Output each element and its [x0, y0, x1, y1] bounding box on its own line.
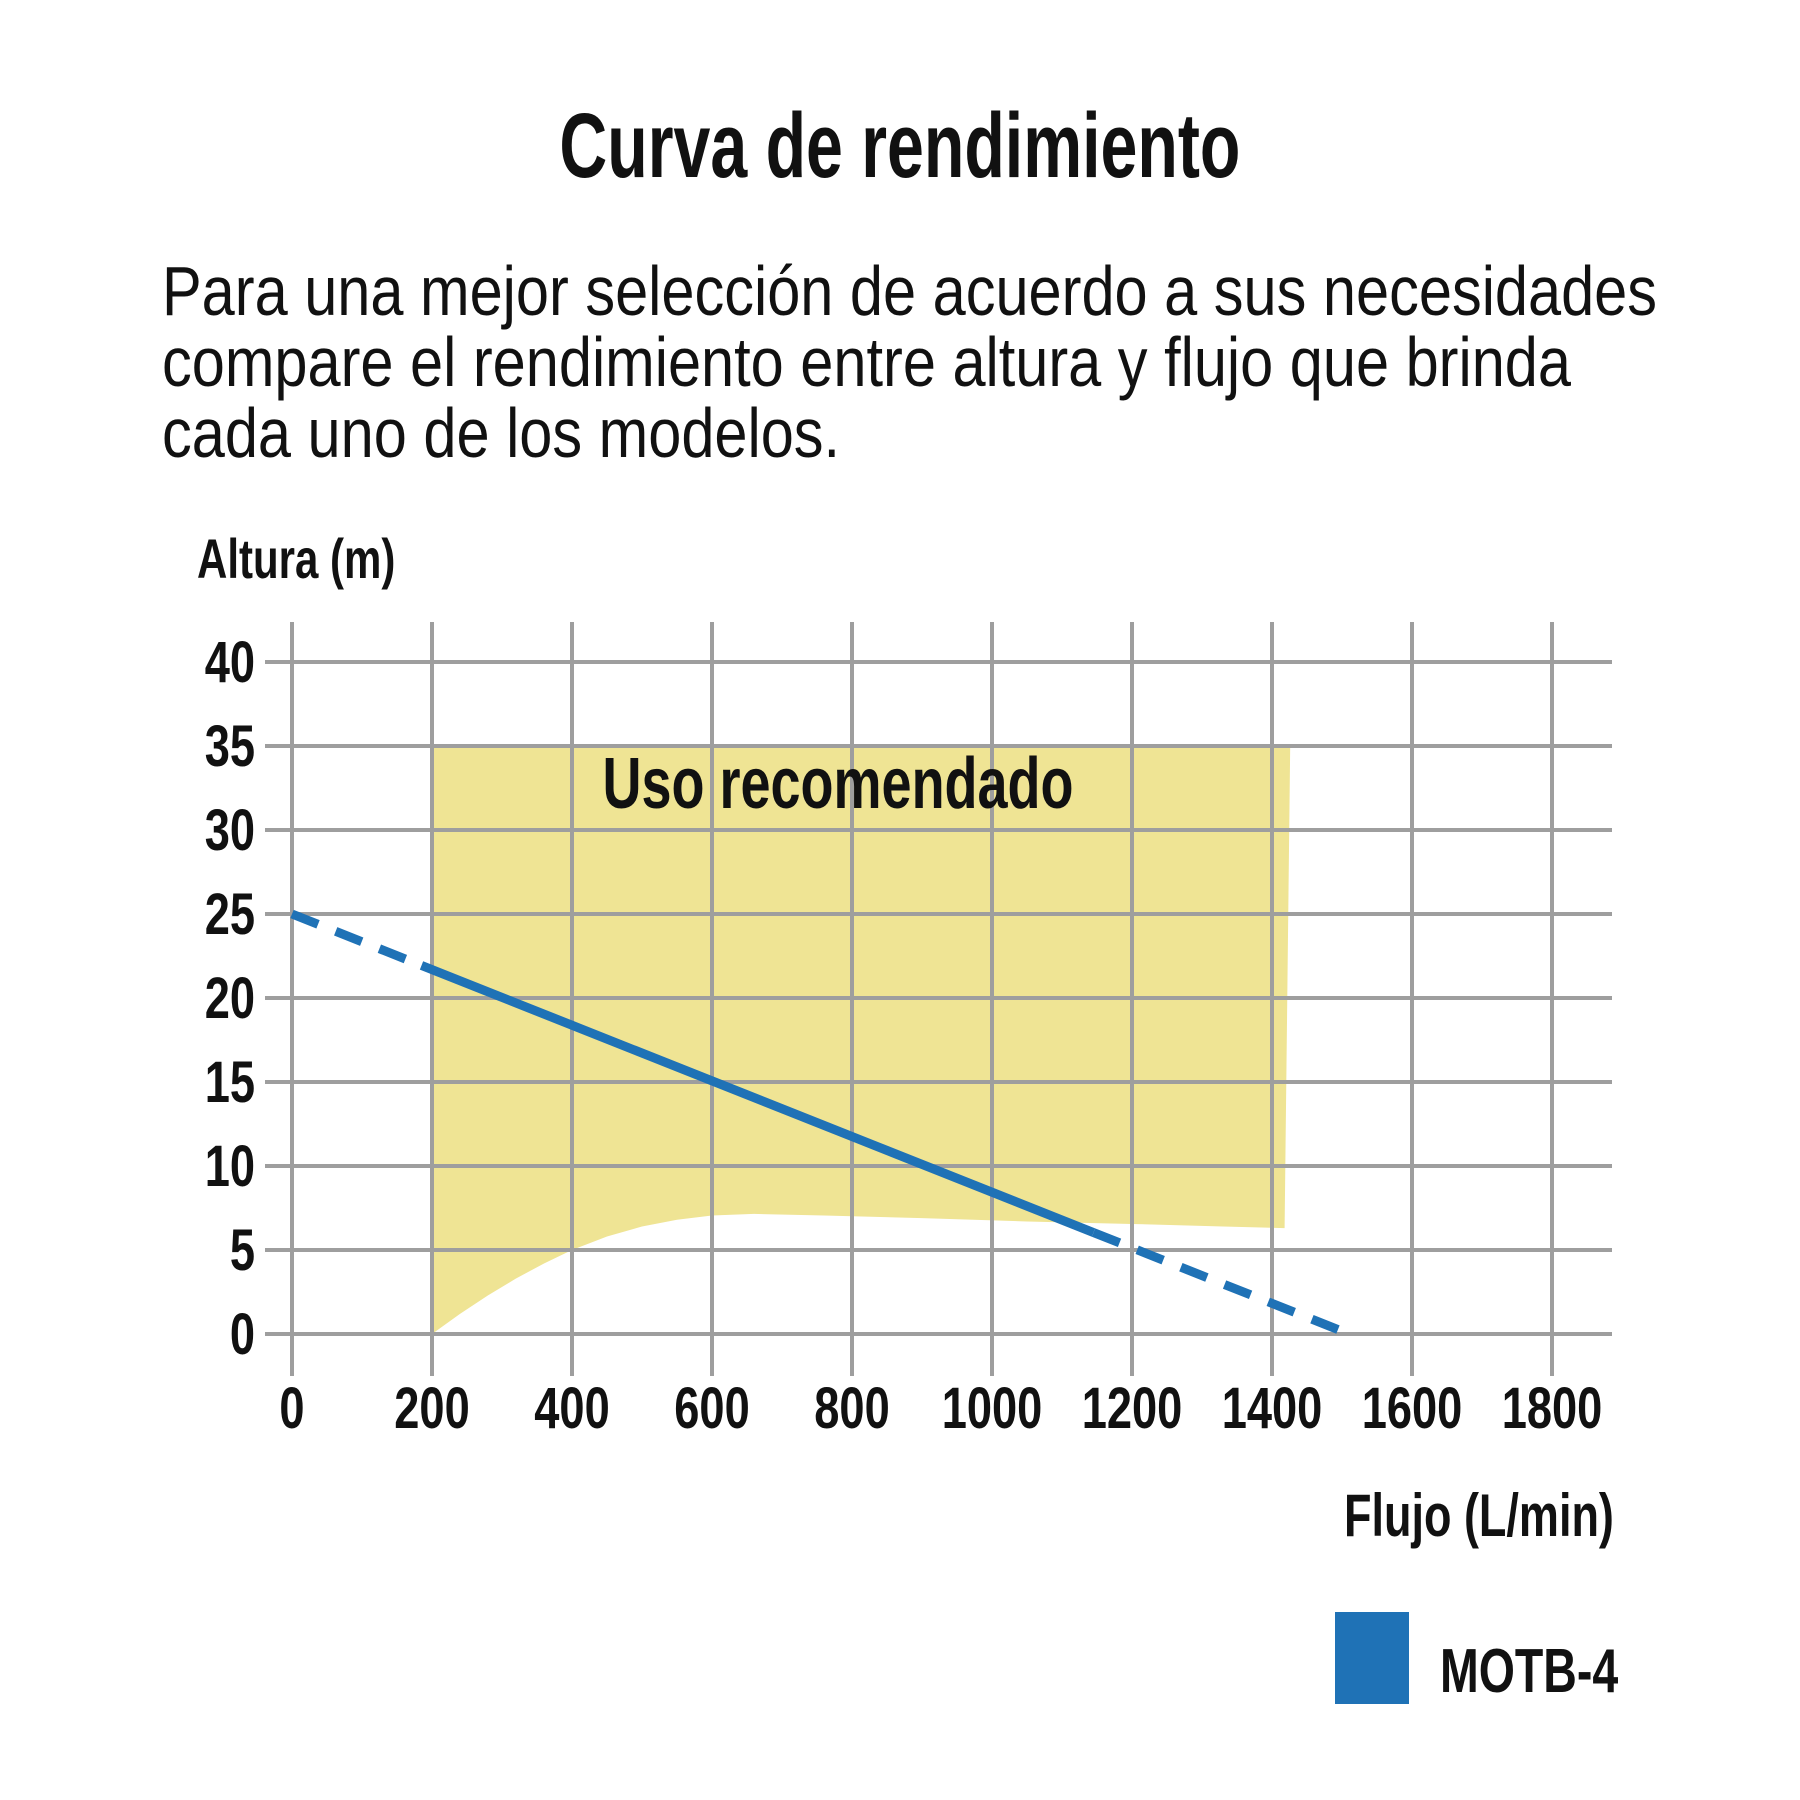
page-title: Curva de rendimiento: [0, 100, 1800, 192]
x-tick-label-800: 800: [814, 1377, 889, 1442]
x-tick-label-1600: 1600: [1362, 1377, 1463, 1442]
recommended-region: [432, 746, 1291, 1334]
legend-label-motb4: MOTB-4: [1440, 1637, 1619, 1706]
x-tick-label-1000: 1000: [942, 1377, 1043, 1442]
y-tick-label-10: 10: [205, 1135, 255, 1200]
y-tick-label-30: 30: [205, 799, 255, 864]
description-line-2: compare el rendimiento entre altura y fl…: [162, 323, 1571, 401]
x-tick-label-200: 200: [394, 1377, 469, 1442]
series-MOTB-4-segment-solid-1: [419, 961, 1096, 1237]
y-tick-label-15: 15: [205, 1051, 255, 1116]
y-tick-labels: 0 5 10 15 20 25 30 35 40: [205, 631, 255, 1368]
series-MOTB-4-segment-dashed-0: [290, 909, 424, 970]
grid: [265, 622, 1612, 1376]
x-tick-label-1200: 1200: [1082, 1377, 1183, 1442]
x-tick-label-1800: 1800: [1502, 1377, 1603, 1442]
x-tick-label-1400: 1400: [1222, 1377, 1323, 1442]
x-tick-label-0: 0: [279, 1377, 304, 1442]
recommended-region-label: Uso recomendado: [603, 744, 1074, 824]
y-tick-label-0: 0: [230, 1303, 255, 1368]
y-tick-label-40: 40: [205, 631, 255, 696]
chart-description: Para una mejor selección de acuerdo a su…: [162, 256, 1657, 469]
description-line-1: Para una mejor selección de acuerdo a su…: [162, 252, 1658, 330]
series-MOTB-4: [290, 909, 1344, 1336]
y-tick-label-20: 20: [205, 967, 255, 1032]
page-title-text: Curva de rendimiento: [559, 95, 1241, 197]
y-tick-label-35: 35: [205, 715, 255, 780]
y-tick-label-25: 25: [205, 883, 255, 948]
x-tick-label-600: 600: [674, 1377, 749, 1442]
x-tick-label-400: 400: [534, 1377, 609, 1442]
x-axis-title: Flujo (L/min): [1344, 1482, 1614, 1549]
description-line-3: cada uno de los modelos.: [162, 394, 841, 472]
y-tick-label-5: 5: [230, 1219, 255, 1284]
legend-swatch-motb4: [1335, 1612, 1409, 1704]
y-axis-title: Altura (m): [197, 527, 396, 590]
x-tick-labels: 0 200 400 600 800 1000 1200 1400 1600 1800: [279, 1377, 1602, 1442]
